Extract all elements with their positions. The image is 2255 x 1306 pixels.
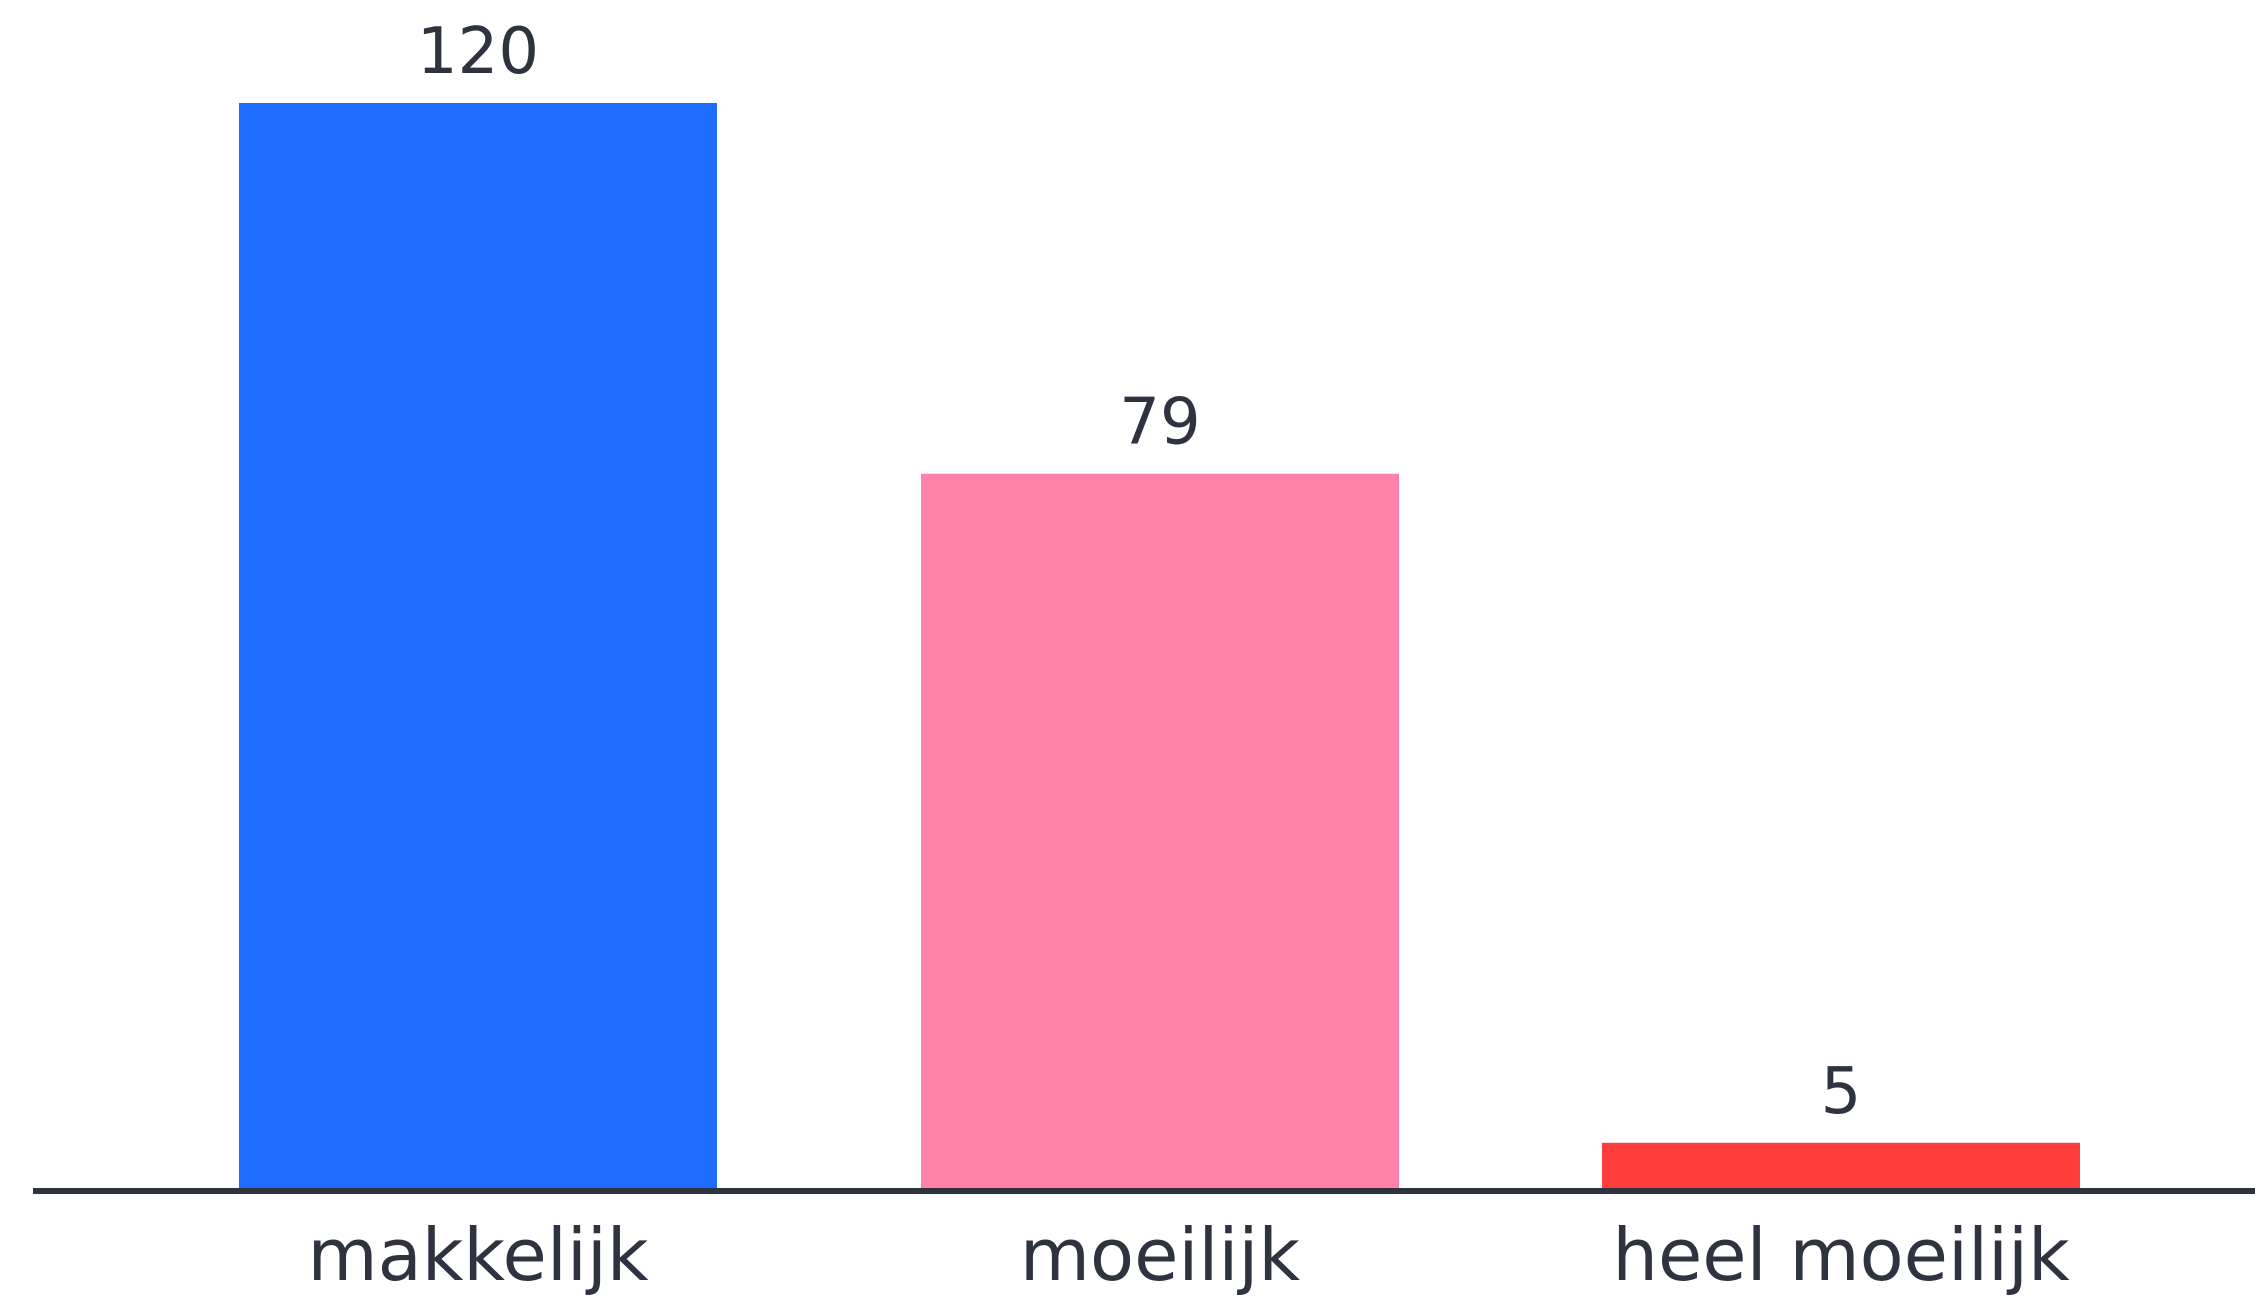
value-labels-group: 120 79 5 — [417, 15, 1861, 1129]
x-tick-label-heel-moeilijk: heel moeilijk — [1612, 1213, 2070, 1297]
bars-group — [239, 103, 2080, 1188]
x-tick-label-makkelijk: makkelijk — [307, 1213, 648, 1297]
bar-heel-moeilijk — [1602, 1142, 2080, 1188]
bar-makkelijk — [239, 103, 717, 1188]
value-label-makkelijk: 120 — [417, 15, 539, 89]
value-label-heel-moeilijk: 5 — [1821, 1055, 1862, 1129]
x-tick-label-moeilijk: moeilijk — [1020, 1213, 1301, 1297]
bar-moeilijk — [921, 473, 1399, 1188]
value-label-moeilijk: 79 — [1119, 386, 1200, 460]
x-tick-labels-group: makkelijk moeilijk heel moeilijk — [307, 1213, 2070, 1297]
